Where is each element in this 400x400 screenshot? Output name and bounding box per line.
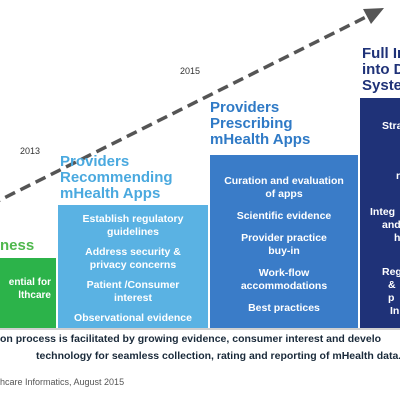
stage1-item: ential for lthcare [8,277,51,301]
stage1-title: ness [0,237,35,254]
stage2-item-observational-evidence: Observational evidence [74,312,192,324]
stage4-title: Full In into D Syste [362,45,400,94]
stage3-item-scientific-evidence: Scientific evidence [236,210,332,222]
source-citation: hcare Informatics, August 2015 [0,377,125,387]
stage1-box: ential for lthcare [0,258,56,334]
stage2-item-regulatory: Establish regulatory guidelines [82,213,184,238]
summary-line-1: on process is facilitated by growing evi… [0,333,382,345]
stage2-title: Providers Recommending mHealth Apps [60,153,173,202]
stage3-item-best-practices: Best practices [248,302,320,314]
stage4-box: Stra r Integ and he Reg & p In [360,98,400,334]
growth-arrow-line [0,14,369,202]
stage4-item-4: Reg & p [382,266,400,304]
stage3-item-practice-buy-in: Provider practice buy-in [241,232,327,257]
stage2-item-consumer-interest: Patient /Consumer interest [86,279,180,304]
stage3-item-workflow: Work-flow accommodations [240,267,328,292]
summary-line-2: technology for seamless collection, rati… [36,350,400,362]
summary-bar: on process is facilitated by growing evi… [0,328,400,368]
stage3-title: Providers Prescribing mHealth Apps [210,99,311,148]
year-label-2015: 2015 [180,66,201,76]
growth-arrow-head [363,8,384,24]
stage4-item-1: Stra [382,120,400,132]
stage4-item-5: In [390,305,400,317]
stage3-item-curation: Curation and evaluation of apps [224,175,344,200]
stage4-item-2: r [396,170,400,182]
stage3-box: Curation and evaluation of apps Scientif… [210,155,358,334]
year-label-2013: 2013 [20,146,41,156]
stage2-box: Establish regulatory guidelines Address … [58,205,208,334]
stage2-item-security: Address security & privacy concerns [85,246,181,271]
stage4-item-3: Integ and he [370,206,400,244]
